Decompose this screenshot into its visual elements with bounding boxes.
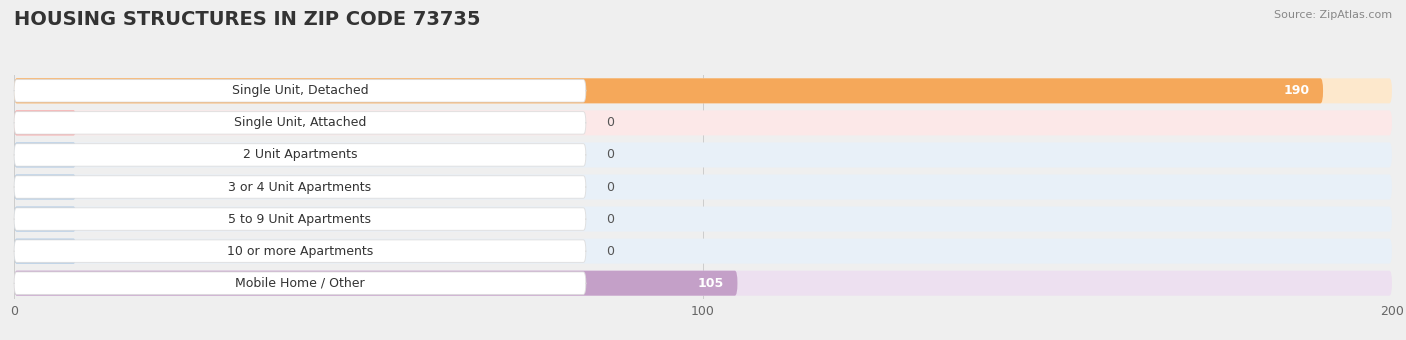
FancyBboxPatch shape: [14, 142, 1392, 167]
FancyBboxPatch shape: [14, 239, 1392, 264]
FancyBboxPatch shape: [14, 144, 586, 166]
Text: Single Unit, Detached: Single Unit, Detached: [232, 84, 368, 97]
Text: 0: 0: [606, 212, 614, 225]
FancyBboxPatch shape: [14, 142, 76, 167]
FancyBboxPatch shape: [14, 207, 1392, 232]
Text: 2 Unit Apartments: 2 Unit Apartments: [243, 149, 357, 162]
Text: 105: 105: [697, 277, 724, 290]
FancyBboxPatch shape: [14, 176, 586, 198]
Text: 0: 0: [606, 149, 614, 162]
Text: 3 or 4 Unit Apartments: 3 or 4 Unit Apartments: [228, 181, 371, 193]
FancyBboxPatch shape: [14, 110, 1392, 135]
FancyBboxPatch shape: [14, 239, 76, 264]
FancyBboxPatch shape: [14, 78, 1323, 103]
FancyBboxPatch shape: [14, 112, 586, 134]
Text: 10 or more Apartments: 10 or more Apartments: [226, 244, 373, 258]
Text: HOUSING STRUCTURES IN ZIP CODE 73735: HOUSING STRUCTURES IN ZIP CODE 73735: [14, 10, 481, 29]
FancyBboxPatch shape: [14, 240, 586, 262]
FancyBboxPatch shape: [14, 207, 76, 232]
FancyBboxPatch shape: [14, 110, 76, 135]
Text: 190: 190: [1284, 84, 1309, 97]
Text: 5 to 9 Unit Apartments: 5 to 9 Unit Apartments: [228, 212, 371, 225]
Text: Mobile Home / Other: Mobile Home / Other: [235, 277, 364, 290]
FancyBboxPatch shape: [14, 78, 1392, 103]
Text: 0: 0: [606, 181, 614, 193]
FancyBboxPatch shape: [14, 208, 586, 230]
FancyBboxPatch shape: [14, 174, 76, 200]
FancyBboxPatch shape: [14, 272, 586, 294]
Text: 0: 0: [606, 244, 614, 258]
Text: 0: 0: [606, 116, 614, 130]
Text: Source: ZipAtlas.com: Source: ZipAtlas.com: [1274, 10, 1392, 20]
FancyBboxPatch shape: [14, 80, 586, 102]
FancyBboxPatch shape: [14, 174, 1392, 200]
FancyBboxPatch shape: [14, 271, 1392, 296]
Text: Single Unit, Attached: Single Unit, Attached: [233, 116, 366, 130]
FancyBboxPatch shape: [14, 271, 738, 296]
